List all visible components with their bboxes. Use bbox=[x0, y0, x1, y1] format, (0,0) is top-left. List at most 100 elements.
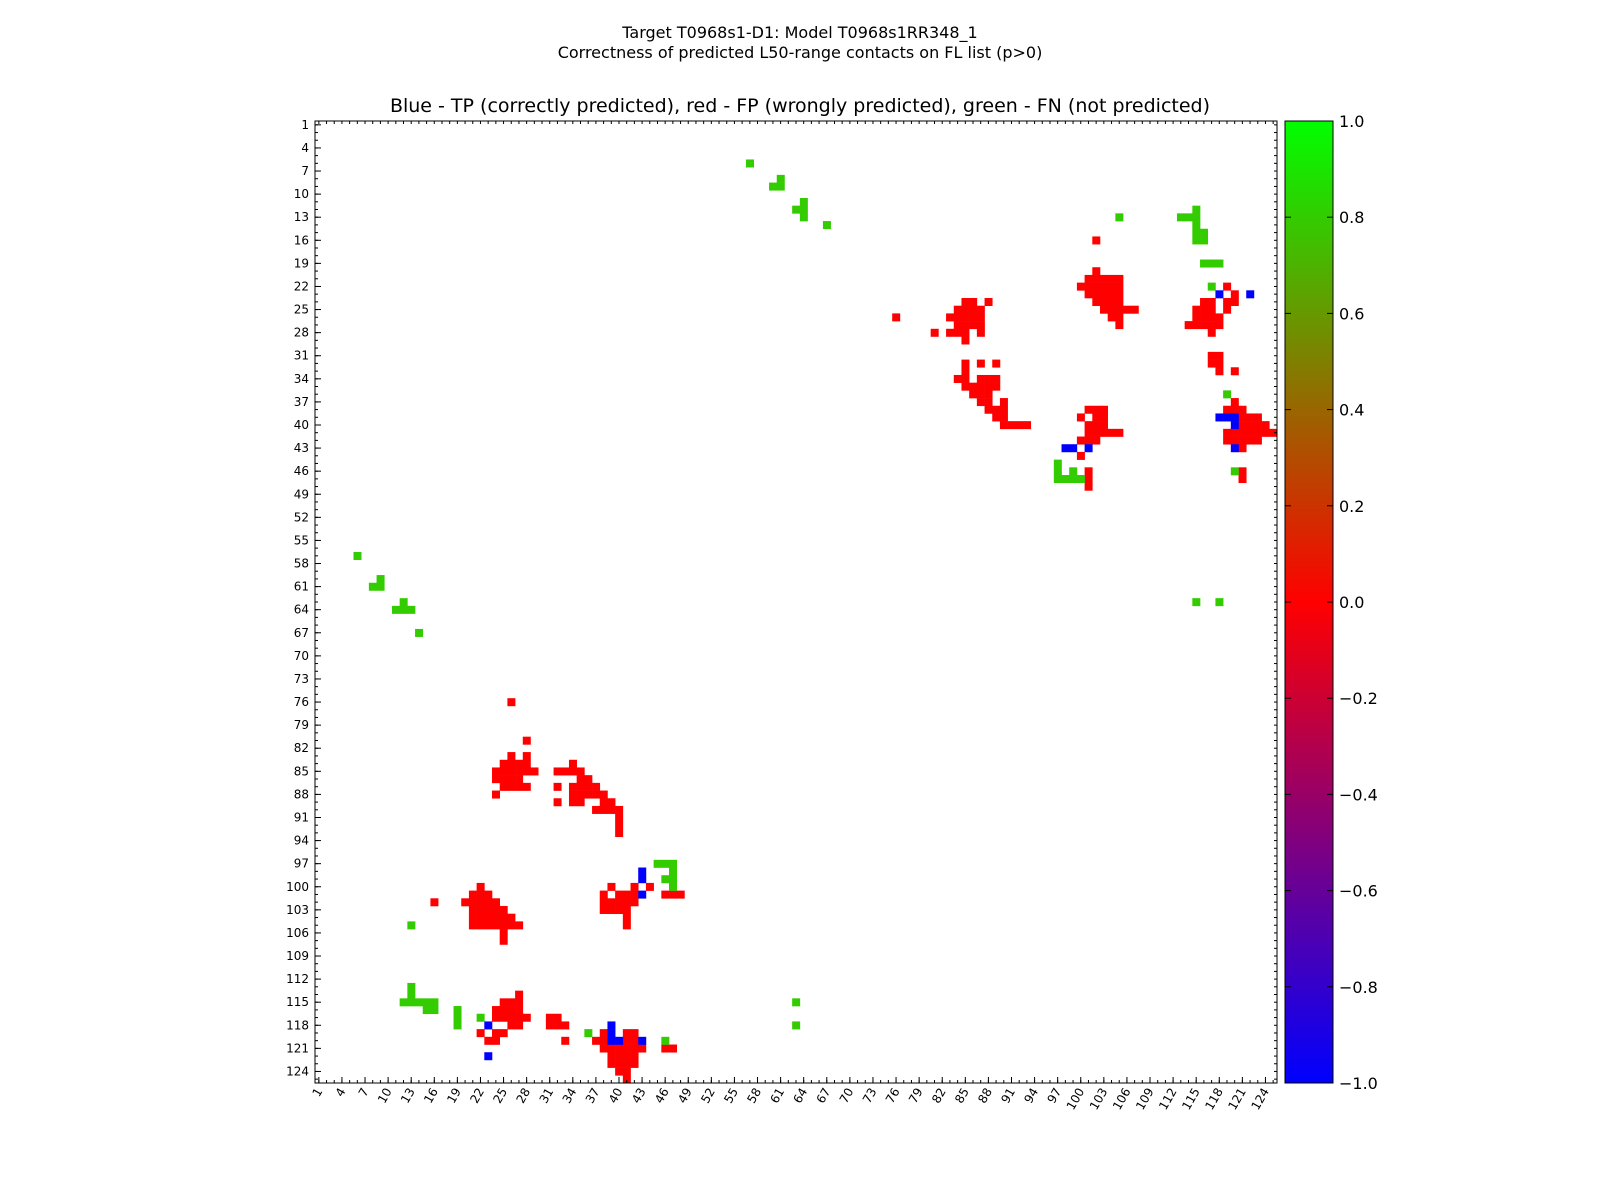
fp-cell bbox=[607, 905, 616, 914]
fp-cell bbox=[1215, 351, 1224, 360]
fp-cell bbox=[499, 759, 508, 768]
fn-cell bbox=[422, 1006, 431, 1015]
fp-cell bbox=[622, 1067, 631, 1076]
fp-cell bbox=[676, 890, 685, 899]
fp-cell bbox=[969, 390, 978, 399]
fp-cell bbox=[1092, 267, 1101, 276]
fn-cell bbox=[376, 575, 385, 584]
fn-cell bbox=[1192, 221, 1201, 230]
fn-cell bbox=[1115, 213, 1124, 222]
fp-cell bbox=[522, 767, 531, 776]
x-tick-label: 58 bbox=[744, 1086, 764, 1106]
y-tick-label: 19 bbox=[294, 256, 309, 270]
x-tick-label: 100 bbox=[1064, 1086, 1088, 1113]
x-tick-label: 88 bbox=[975, 1086, 995, 1106]
fp-cell bbox=[484, 890, 493, 899]
fp-cell bbox=[468, 913, 477, 922]
fp-cell bbox=[661, 1044, 670, 1053]
y-tick-label: 16 bbox=[294, 233, 309, 247]
fp-cell bbox=[622, 898, 631, 907]
fp-cell bbox=[1099, 421, 1108, 430]
fp-cell bbox=[976, 359, 985, 368]
fn-cell bbox=[792, 1021, 801, 1030]
fp-cell bbox=[630, 898, 639, 907]
fp-cell bbox=[607, 1044, 616, 1053]
fp-cell bbox=[1207, 359, 1216, 368]
x-tick-label: 64 bbox=[791, 1086, 811, 1106]
fp-cell bbox=[1246, 421, 1255, 430]
x-tick-label: 55 bbox=[721, 1086, 741, 1106]
y-tick-label: 85 bbox=[294, 764, 309, 778]
tp-cell bbox=[1230, 413, 1239, 422]
colorbar-tick-label: 1.0 bbox=[1339, 112, 1364, 131]
fp-cell bbox=[1023, 421, 1032, 430]
y-tick-label: 100 bbox=[286, 880, 309, 894]
fp-cell bbox=[984, 390, 993, 399]
fp-cell bbox=[630, 890, 639, 899]
fp-cell bbox=[1115, 298, 1124, 307]
fp-cell bbox=[568, 782, 577, 791]
fn-cell bbox=[407, 990, 416, 999]
fp-cell bbox=[1207, 351, 1216, 360]
x-tick-label: 13 bbox=[398, 1086, 418, 1106]
fp-cell bbox=[468, 898, 477, 907]
fp-cell bbox=[1092, 405, 1101, 414]
fp-cell bbox=[984, 382, 993, 391]
fp-cell bbox=[499, 1013, 508, 1022]
fp-cell bbox=[545, 1013, 554, 1022]
fp-cell bbox=[976, 305, 985, 314]
colorbar-axis: 1.0 0.8 0.6 0.4 0.2 0.0 −0.2 −0.4 −0.6 −0.8 −1.0 bbox=[1285, 112, 1378, 1093]
fp-cell bbox=[568, 767, 577, 776]
y-tick-label: 76 bbox=[294, 695, 309, 709]
fp-cell bbox=[1092, 274, 1101, 283]
fn-cell bbox=[1215, 259, 1224, 268]
fp-cell bbox=[1092, 413, 1101, 422]
x-tick-label: 4 bbox=[333, 1086, 349, 1100]
fp-cell bbox=[1115, 313, 1124, 322]
y-tick-label: 70 bbox=[294, 649, 309, 663]
fp-cell bbox=[1107, 305, 1116, 314]
fp-cell bbox=[499, 1006, 508, 1015]
fp-cell bbox=[1223, 305, 1232, 314]
fp-cell bbox=[1092, 290, 1101, 299]
x-tick-label: 7 bbox=[356, 1086, 372, 1100]
fn-cell bbox=[1076, 475, 1085, 484]
x-tick-label: 118 bbox=[1202, 1086, 1226, 1113]
fp-cell bbox=[515, 775, 524, 784]
fn-cell bbox=[1200, 259, 1209, 268]
x-tick-label: 124 bbox=[1248, 1086, 1272, 1113]
fp-cell bbox=[476, 913, 485, 922]
fp-cell bbox=[1092, 236, 1101, 245]
fp-cell bbox=[999, 405, 1008, 414]
fp-cell bbox=[507, 775, 516, 784]
fp-cell bbox=[522, 782, 531, 791]
fp-cell bbox=[669, 890, 678, 899]
fp-cell bbox=[961, 374, 970, 383]
colorbar-tick-label: −0.2 bbox=[1339, 689, 1378, 708]
y-tick-label: 4 bbox=[301, 141, 309, 155]
fp-cell bbox=[1192, 313, 1201, 322]
fp-cell bbox=[1223, 436, 1232, 445]
fp-cell bbox=[515, 767, 524, 776]
y-tick-label: 94 bbox=[294, 834, 309, 848]
fp-cell bbox=[468, 905, 477, 914]
fp-cell bbox=[622, 1052, 631, 1061]
fn-cell bbox=[1192, 228, 1201, 237]
fp-cell bbox=[622, 905, 631, 914]
fp-cell bbox=[615, 829, 624, 838]
fp-cell bbox=[892, 313, 901, 322]
y-tick-label: 34 bbox=[294, 372, 309, 386]
fp-cell bbox=[622, 1029, 631, 1038]
fp-cell bbox=[492, 767, 501, 776]
fn-cell bbox=[368, 582, 377, 591]
fp-cell bbox=[507, 1021, 516, 1030]
fp-cell bbox=[599, 1029, 608, 1038]
fp-cell bbox=[492, 905, 501, 914]
fn-cell bbox=[792, 998, 801, 1007]
fp-cell bbox=[1084, 428, 1093, 437]
fp-cell bbox=[969, 382, 978, 391]
fp-cell bbox=[599, 905, 608, 914]
fp-cell bbox=[630, 1059, 639, 1068]
fn-cell bbox=[1053, 467, 1062, 476]
fp-cell bbox=[1084, 282, 1093, 291]
